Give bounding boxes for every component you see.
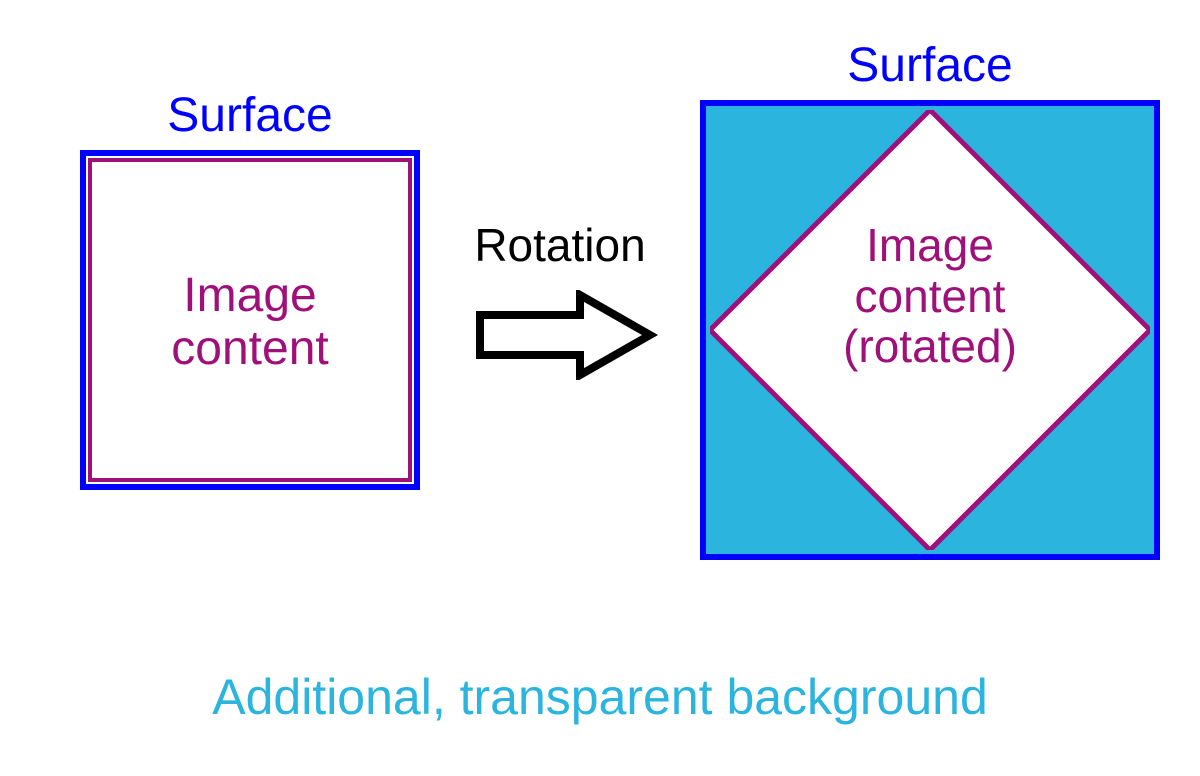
right-content-text: Imagecontent(rotated) (700, 220, 1160, 372)
right-surface-label: Surface (700, 40, 1160, 93)
left-surface-label: Surface (80, 90, 420, 143)
bottom-caption: Additional, transparent background (60, 670, 1140, 725)
rotation-label: Rotation (440, 220, 680, 271)
arrow-icon (470, 290, 670, 380)
left-content-text: Imagecontent (80, 270, 420, 376)
arrow-path (480, 295, 650, 375)
